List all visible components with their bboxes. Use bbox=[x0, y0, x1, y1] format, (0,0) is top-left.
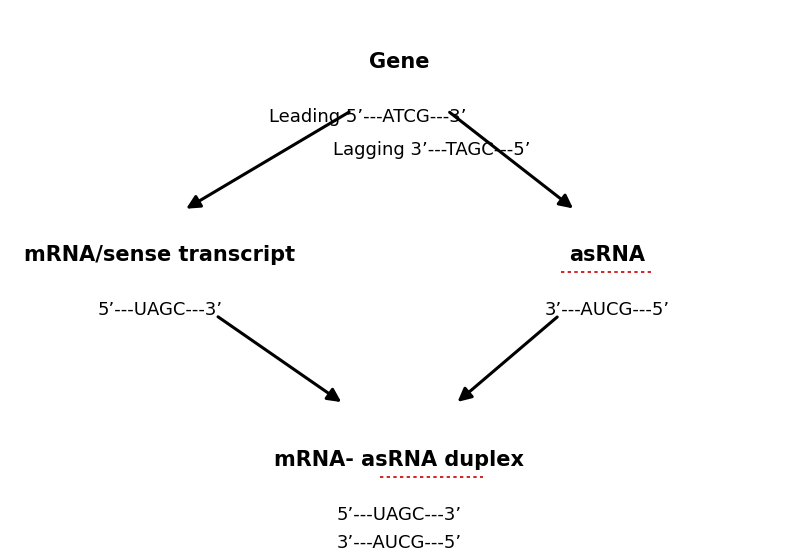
Text: 5’---UAGC---3’: 5’---UAGC---3’ bbox=[337, 506, 462, 524]
Text: 3’---AUCG---5’: 3’---AUCG---5’ bbox=[337, 534, 462, 552]
Text: 5’---UAGC---3’: 5’---UAGC---3’ bbox=[97, 301, 222, 320]
Text: asRNA: asRNA bbox=[569, 246, 646, 265]
Text: Leading 5’---ATCG---3’: Leading 5’---ATCG---3’ bbox=[268, 108, 467, 126]
Text: 3’---AUCG---5’: 3’---AUCG---5’ bbox=[545, 301, 670, 320]
Text: Gene: Gene bbox=[369, 52, 430, 72]
Text: Lagging 3’---TAGC---5’: Lagging 3’---TAGC---5’ bbox=[332, 141, 531, 159]
Text: mRNA/sense transcript: mRNA/sense transcript bbox=[24, 246, 296, 265]
Text: mRNA- asRNA duplex: mRNA- asRNA duplex bbox=[275, 450, 524, 470]
